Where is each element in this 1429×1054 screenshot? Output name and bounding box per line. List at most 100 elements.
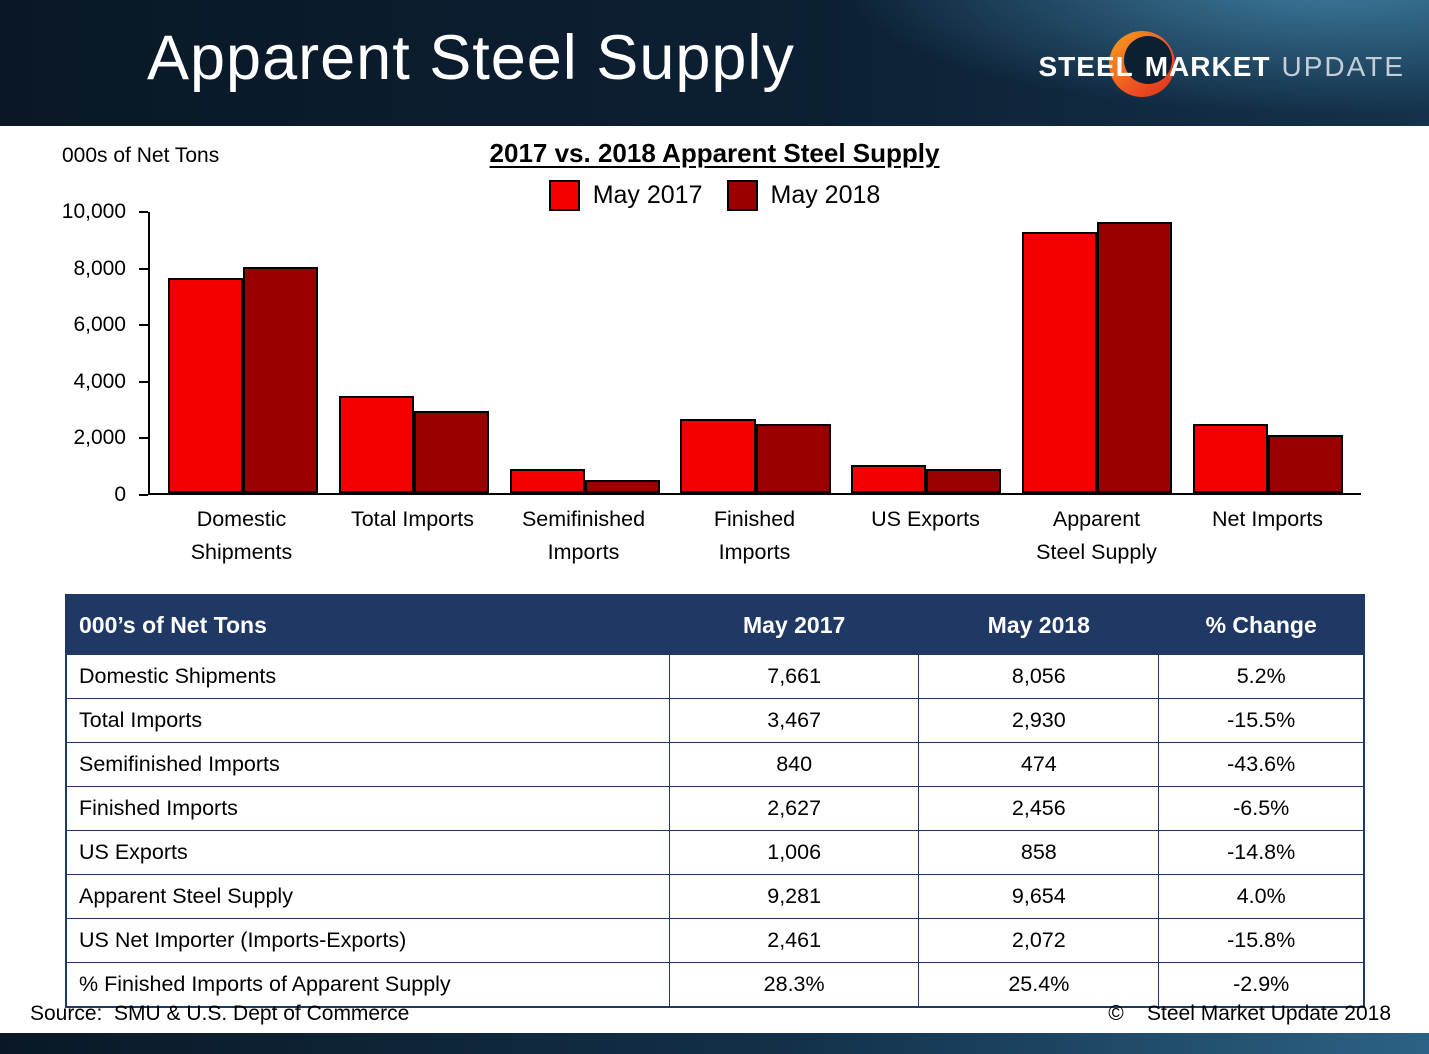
source-text: Source: SMU & U.S. Dept of Commerce [30,1002,410,1025]
table-row: % Finished Imports of Apparent Supply 28.… [65,962,1365,1008]
table-cell: Semifinished Imports [65,742,671,787]
logo-text: STEEL MARKET UPDATE [1039,51,1406,83]
table-cell: Finished Imports [65,786,671,831]
y-tick-label: 8,000 [73,256,126,280]
table-cell: 28.3% [669,962,920,1008]
bar-group [670,212,841,493]
x-axis-label: Net Imports [1211,507,1324,531]
table-header-cell: May 2018 [918,594,1160,655]
bar-may-2018 [414,410,490,493]
table-header-cell: % Change [1158,594,1365,655]
table-cell: 8,056 [918,654,1160,699]
table-row: Finished Imports 2,627 2,456 -6.5% [65,786,1365,831]
bar-may-2018 [1267,434,1343,493]
y-tick-label: 0 [114,483,126,506]
table-cell: -2.9% [1158,962,1365,1008]
table-row: US Net Importer (Imports-Exports) 2,461 2,… [65,918,1365,963]
table-cell: % Finished Imports of Apparent Supply [65,962,671,1008]
table-row: Total Imports 3,467 2,930 -15.5% [65,698,1365,743]
table-cell: 2,627 [669,786,920,831]
bar-may-2017 [1192,423,1268,493]
bar-may-2017 [851,464,927,493]
bar-group [1012,212,1183,493]
x-axis-label: Total Imports [350,507,475,531]
chart-title: 2017 vs. 2018 Apparent Steel Supply [489,138,940,168]
table-cell: 858 [918,830,1160,875]
chart-section: 000s of Net Tons 2017 vs. 2018 Apparent … [0,126,1429,594]
table-cell: 840 [669,742,920,787]
y-axis-units-label: 000s of Net Tons [62,144,220,167]
table-header-row: 000’s of Net Tons May 2017 May 2018% Chang… [65,594,1365,655]
table-row: Domestic Shipments 7,661 8,056 5.2% [65,654,1365,699]
table-cell: Total Imports [65,698,671,743]
copyright-text: © Steel Market Update 2018 [1108,1002,1391,1025]
bar-may-2018 [926,468,1002,493]
legend-label: May 2017 [592,181,703,209]
x-axis-labels: Domestic Shipments Total Imports Semifinis… [148,503,1361,570]
y-tick-label: 2,000 [73,426,126,450]
legend-label: May 2018 [770,181,881,209]
table-cell: 2,456 [918,786,1160,831]
table-cell: 474 [918,742,1160,787]
chart-title-wrap: 2017 vs. 2018 Apparent Steel Supply [0,138,1429,169]
table-cell: 2,461 [669,918,920,963]
table-cell: US Net Importer (Imports-Exports) [65,918,671,963]
bar-may-2018 [584,479,660,493]
bottom-strip [0,1033,1429,1054]
data-table: 000’s of Net Tons May 2017 May 2018% Chang… [65,594,1365,1008]
legend-swatch [726,180,758,211]
bar-may-2017 [1021,232,1097,493]
table-header-cell: May 2017 [669,594,920,655]
bars-container [148,212,1361,495]
table-cell: 5.2% [1158,654,1365,699]
y-tick-mark [139,494,148,496]
y-tick-mark [139,380,148,383]
y-tick-label: 6,000 [73,313,126,337]
table-cell: 1,006 [669,830,920,875]
table-cell: -43.6% [1158,742,1365,787]
data-table-section: 000’s of Net Tons May 2017 May 2018% Chang… [65,594,1365,1008]
logo-word-steel: STEEL [1038,51,1134,82]
bar-may-2017 [680,419,756,493]
logo-word-update: UPDATE [1281,51,1405,82]
plot-area: 0 2,000 4,000 6,000 8,000 10,000 [62,200,1361,506]
bar-group [841,212,1012,493]
table-header-cell: 000’s of Net Tons [65,594,671,655]
table-cell: -15.5% [1158,698,1365,743]
y-tick-label: 4,000 [73,369,126,393]
legend-swatch [548,180,580,211]
y-tick-mark [139,324,148,327]
x-axis-label: Domestic Shipments [190,507,293,565]
header-banner: Apparent Steel Supply STEEL MARKET UPDAT… [0,0,1429,126]
logo-crescent-icon [1108,31,1175,97]
table-cell: -14.8% [1158,830,1365,875]
y-tick-label: 10,000 [61,200,126,223]
table-cell: Domestic Shipments [65,654,671,699]
footer: Source: SMU & U.S. Dept of Commerce © St… [30,1002,1391,1026]
table-cell: 4.0% [1158,874,1365,919]
table-cell: 2,072 [918,918,1160,963]
bar-group [158,212,329,493]
smu-logo: STEEL MARKET UPDATE [1039,31,1406,97]
table-cell: 9,281 [669,874,920,919]
bar-may-2018 [243,266,319,493]
table-cell: 9,654 [918,874,1160,919]
bar-may-2018 [1096,221,1173,493]
table-cell: -6.5% [1158,786,1365,831]
table-cell: 2,930 [918,698,1160,743]
table-row: Apparent Steel Supply 9,281 9,654 4.0% [65,874,1365,919]
bar-may-2017 [509,469,585,493]
bar-may-2017 [168,277,244,493]
x-axis-label: Semifinished Imports [521,507,646,565]
x-axis-label: Finished Imports [713,507,796,565]
table-row: US Exports 1,006 858 -14.8% [65,830,1365,875]
table-cell: 25.4% [918,962,1160,1008]
y-tick-mark [139,437,148,440]
table-cell: -15.8% [1158,918,1365,963]
x-axis-label: Apparent Steel Supply [1036,507,1157,565]
bar-group [329,212,500,493]
bar-group [1182,212,1353,493]
bar-may-2017 [338,395,415,493]
chart-legend: May 2017 May 2018 [0,180,1429,211]
x-axis-label: US Exports [871,507,980,531]
